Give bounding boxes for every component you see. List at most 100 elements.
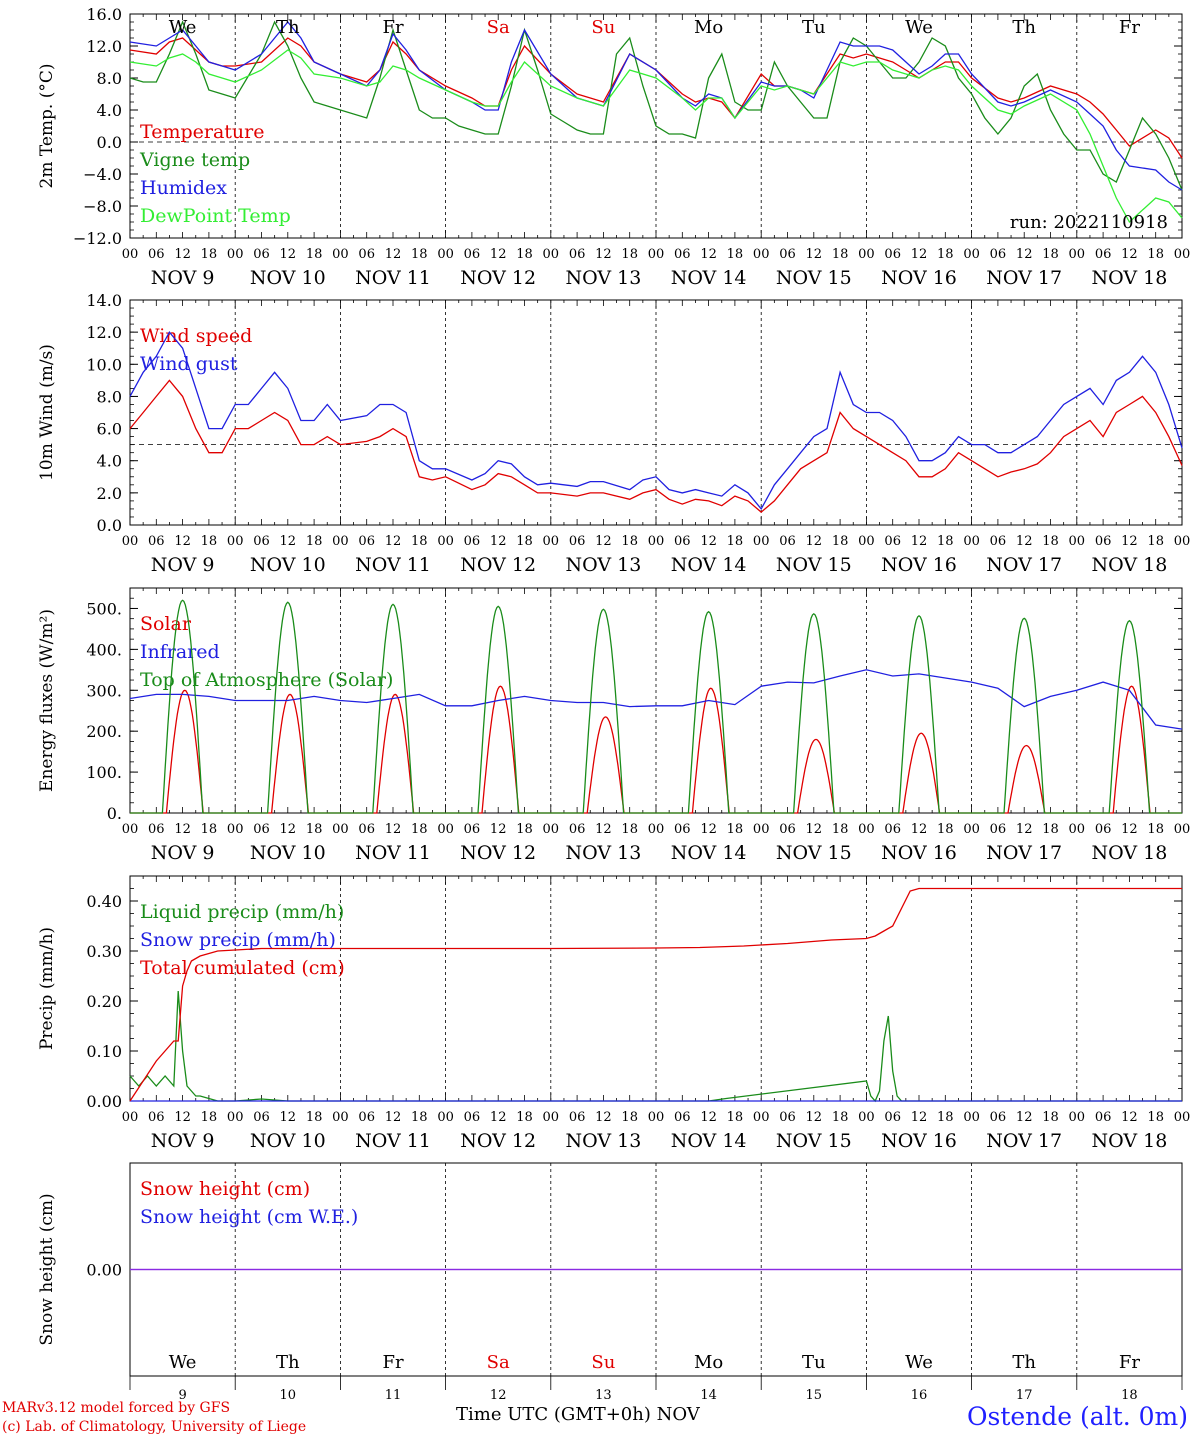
date-label: NOV 17 — [986, 554, 1062, 576]
day-number-label: 12 — [490, 1388, 507, 1403]
hour-tick-label: 06 — [990, 534, 1007, 549]
hour-tick-label: 00 — [963, 247, 980, 262]
y-tick-label: 8.0 — [97, 387, 122, 406]
hour-tick-label: 00 — [858, 534, 875, 549]
hour-tick-label: 18 — [937, 247, 954, 262]
day-number-label: 16 — [911, 1388, 928, 1403]
hour-tick-label: 06 — [779, 822, 796, 837]
date-label: NOV 13 — [565, 842, 641, 864]
date-label: NOV 9 — [151, 1130, 215, 1152]
legend-entry: Top of Atmosphere (Solar) — [140, 669, 393, 691]
hour-tick-label: 12 — [806, 247, 823, 262]
hour-tick-label: 12 — [280, 1110, 297, 1125]
hour-tick-label: 18 — [832, 1110, 849, 1125]
weekday-label: Su — [591, 1352, 615, 1373]
hour-tick-label: 00 — [437, 534, 454, 549]
date-label: NOV 18 — [1091, 842, 1167, 864]
station-name: Ostende (alt. 0m) — [967, 1402, 1188, 1431]
hour-tick-label: 00 — [122, 822, 139, 837]
hour-tick-label: 06 — [990, 247, 1007, 262]
date-label: NOV 14 — [671, 842, 747, 864]
y-tick-label: −4.0 — [83, 165, 122, 184]
y-tick-label: −8.0 — [83, 197, 122, 216]
hour-tick-label: 06 — [779, 1110, 796, 1125]
hour-tick-label: 06 — [358, 247, 375, 262]
hour-tick-label: 06 — [569, 534, 586, 549]
day-number-label: 10 — [280, 1388, 297, 1403]
hour-tick-label: 18 — [201, 247, 218, 262]
hour-tick-label: 12 — [174, 822, 191, 837]
hour-tick-label: 06 — [464, 822, 481, 837]
hour-tick-label: 00 — [1174, 822, 1191, 837]
hour-tick-label: 00 — [1174, 534, 1191, 549]
legend-entry: Wind speed — [140, 325, 252, 347]
day-number-label: 13 — [595, 1388, 612, 1403]
date-label: NOV 11 — [355, 842, 431, 864]
weekday-label: Fr — [1119, 1352, 1140, 1373]
date-label: NOV 12 — [460, 554, 536, 576]
hour-tick-label: 06 — [1095, 534, 1112, 549]
hour-tick-label: 18 — [516, 247, 533, 262]
hour-tick-label: 12 — [280, 534, 297, 549]
lab-credit: (c) Lab. of Climatology, University of L… — [2, 1419, 307, 1435]
date-label: NOV 12 — [460, 1130, 536, 1152]
hour-tick-label: 00 — [543, 1110, 560, 1125]
day-number-label: 17 — [1016, 1388, 1033, 1403]
date-label: NOV 17 — [986, 842, 1062, 864]
weekday-label: Tu — [802, 17, 826, 38]
weekday-label: Su — [591, 17, 615, 38]
hour-tick-label: 06 — [148, 247, 165, 262]
hour-tick-label: 18 — [727, 822, 744, 837]
series-line-total-cumulated-cm — [129, 887, 1182, 1102]
date-label: NOV 11 — [355, 1130, 431, 1152]
legend-entry: Vigne temp — [139, 149, 250, 171]
hour-tick-label: 12 — [385, 534, 402, 549]
day-number-label: 14 — [700, 1388, 717, 1403]
y-tick-label: 12.0 — [86, 323, 122, 342]
hour-tick-label: 18 — [201, 822, 218, 837]
date-label: NOV 13 — [565, 1130, 641, 1152]
hour-tick-label: 00 — [227, 822, 244, 837]
hour-tick-label: 06 — [884, 534, 901, 549]
hour-tick-label: 06 — [148, 822, 165, 837]
hour-tick-label: 12 — [385, 247, 402, 262]
hour-tick-label: 00 — [332, 1110, 349, 1125]
date-label: NOV 10 — [250, 1130, 326, 1152]
hour-tick-label: 06 — [990, 1110, 1007, 1125]
hour-tick-label: 00 — [648, 247, 665, 262]
date-label: NOV 15 — [776, 1130, 852, 1152]
legend-entry: Wind gust — [140, 353, 238, 375]
date-label: NOV 12 — [460, 267, 536, 289]
hour-tick-label: 12 — [911, 247, 928, 262]
hour-tick-label: 12 — [911, 822, 928, 837]
date-label: NOV 10 — [250, 842, 326, 864]
hour-tick-label: 00 — [648, 1110, 665, 1125]
legend-entry: Snow height (cm W.E.) — [140, 1206, 358, 1228]
date-label: NOV 18 — [1091, 267, 1167, 289]
hour-tick-label: 00 — [858, 822, 875, 837]
date-label: NOV 18 — [1091, 1130, 1167, 1152]
y-axis-label: 10m Wind (m/s) — [37, 344, 57, 481]
date-label: NOV 13 — [565, 554, 641, 576]
y-tick-label: 0.0 — [97, 516, 122, 535]
weekday-label: We — [169, 1352, 197, 1373]
hour-tick-label: 00 — [437, 247, 454, 262]
date-label: NOV 16 — [881, 267, 957, 289]
date-label: NOV 11 — [355, 267, 431, 289]
series-line-top-of-atmosphere-solar — [130, 599, 1182, 814]
y-tick-label: 0.10 — [86, 1042, 122, 1061]
series-line-wind-gust — [129, 330, 1183, 511]
hour-tick-label: 06 — [253, 1110, 270, 1125]
hour-tick-label: 12 — [911, 1110, 928, 1125]
date-label: NOV 15 — [776, 267, 852, 289]
day-number-label: 15 — [806, 1388, 823, 1403]
hour-tick-label: 12 — [1016, 534, 1033, 549]
hour-tick-label: 12 — [1016, 822, 1033, 837]
weekday-label: Mo — [694, 1352, 723, 1373]
hour-tick-label: 12 — [1121, 822, 1138, 837]
date-label: NOV 17 — [986, 267, 1062, 289]
hour-tick-label: 00 — [753, 534, 770, 549]
series-line-temperature — [129, 37, 1183, 159]
legend-entry: Snow height (cm) — [140, 1178, 310, 1200]
day-number-label: 11 — [385, 1388, 402, 1403]
